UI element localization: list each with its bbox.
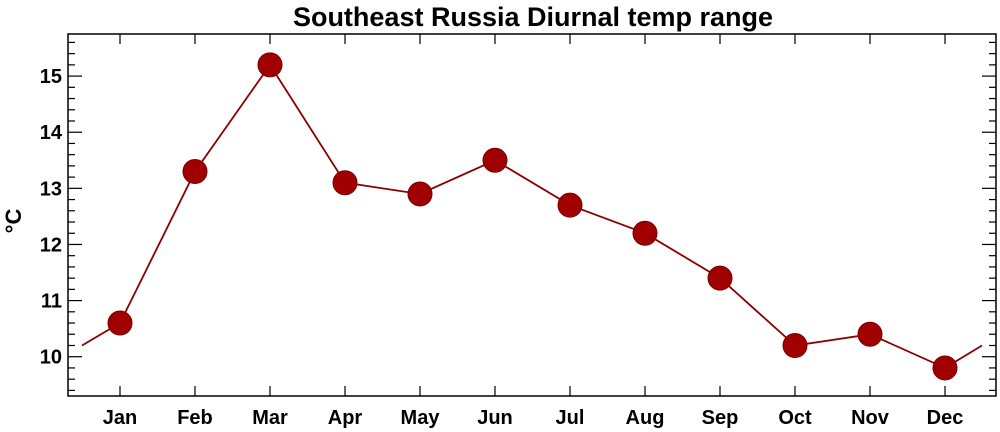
x-tick-label: Dec — [927, 407, 964, 429]
data-point — [107, 310, 133, 336]
x-tick-label: Sep — [702, 407, 739, 429]
data-point — [782, 332, 808, 358]
y-tick-label: 15 — [40, 66, 62, 88]
plot-frame — [67, 33, 997, 397]
y-tick-label: 14 — [40, 122, 63, 144]
data-point — [632, 220, 658, 246]
data-point — [482, 147, 508, 173]
y-tick-label: 13 — [40, 178, 62, 200]
x-tick-label: Jun — [477, 407, 513, 429]
x-tick-label: Oct — [778, 407, 812, 429]
y-tick-label: 11 — [41, 291, 62, 313]
y-tick-label: 12 — [40, 234, 62, 256]
x-tick-label: Nov — [851, 407, 890, 429]
data-point — [857, 321, 883, 347]
x-tick-label: Aug — [626, 407, 665, 429]
data-point — [257, 52, 283, 78]
chart-title: Southeast Russia Diurnal temp range — [292, 2, 774, 32]
x-tick-label: Apr — [328, 407, 363, 429]
data-point — [557, 192, 583, 218]
data-point — [932, 355, 958, 381]
x-tick-label: Jul — [556, 407, 585, 429]
data-point — [182, 159, 208, 185]
data-point — [332, 170, 358, 196]
x-tick-label: Mar — [252, 407, 288, 429]
y-tick-label: 10 — [40, 347, 62, 369]
data-point — [407, 181, 433, 207]
data-point — [707, 265, 733, 291]
x-tick-label: Jan — [103, 407, 137, 429]
series-line — [81, 63, 983, 369]
x-tick-label: May — [401, 407, 441, 429]
x-tick-label: Feb — [177, 407, 213, 429]
